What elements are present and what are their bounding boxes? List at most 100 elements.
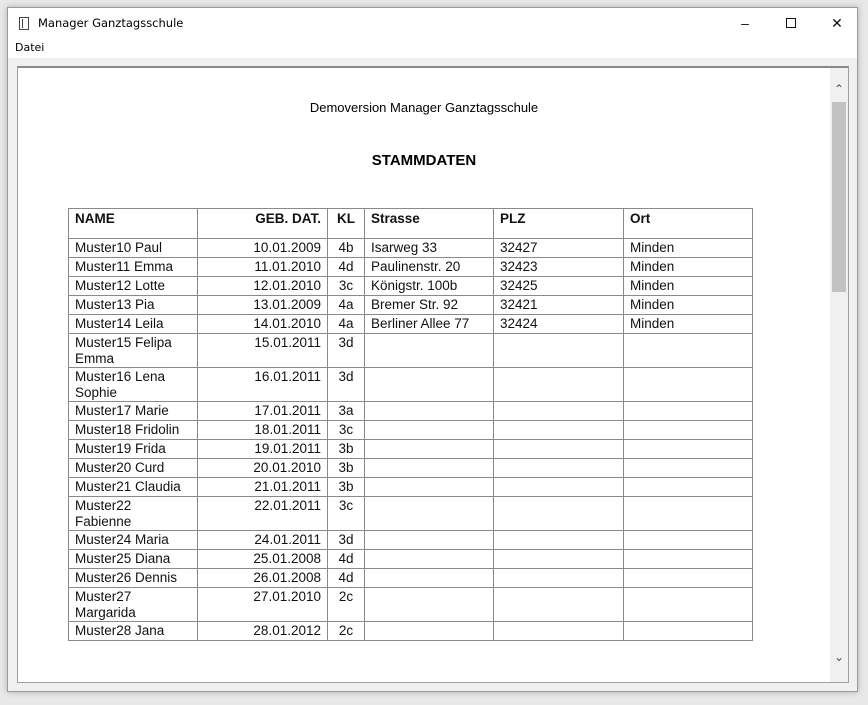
table-cell: 10.01.2009 <box>197 238 328 258</box>
table-row: Muster20 Curd 20.01.2010 3b <box>68 458 753 478</box>
table-cell: Muster22 Fabienne <box>68 496 198 531</box>
table-cell: Muster21 Claudia <box>68 477 198 497</box>
column-header: Strasse <box>364 208 494 239</box>
table-row: Muster14 Leila 14.01.2010 4a Berliner Allee… <box>68 314 753 334</box>
table-cell: Paulinenstr. 20 <box>364 257 494 277</box>
table-cell: 4d <box>327 257 365 277</box>
scroll-down-icon[interactable]: ⌄ <box>833 650 845 664</box>
table-cell <box>623 621 753 641</box>
table-cell <box>493 587 624 622</box>
table-cell <box>493 530 624 550</box>
close-button[interactable]: ✕ <box>814 8 860 38</box>
menu-bar: Datei <box>8 38 857 58</box>
table-cell: Minden <box>623 276 753 296</box>
table-cell: Muster11 Emma <box>68 257 198 277</box>
table-cell <box>364 333 494 368</box>
column-header: KL <box>327 208 365 239</box>
table-cell: 17.01.2011 <box>197 401 328 421</box>
table-cell: 13.01.2009 <box>197 295 328 315</box>
table-cell <box>623 367 753 402</box>
table-cell <box>364 477 494 497</box>
table-cell <box>493 420 624 440</box>
table-cell: 14.01.2010 <box>197 314 328 334</box>
table-cell: Muster16 Lena Sophie <box>68 367 198 402</box>
table-cell: Königstr. 100b <box>364 276 494 296</box>
table-row: Muster24 Maria 24.01.2011 3d <box>68 530 753 550</box>
table-cell <box>364 496 494 531</box>
table-cell: 19.01.2011 <box>197 439 328 459</box>
table-cell: 16.01.2011 <box>197 367 328 402</box>
table-cell <box>364 587 494 622</box>
table-cell <box>493 439 624 459</box>
table-row: Muster26 Dennis 26.01.2008 4d <box>68 568 753 588</box>
table-cell: 3c <box>327 496 365 531</box>
maximize-button[interactable] <box>768 8 814 38</box>
table-cell: 15.01.2011 <box>197 333 328 368</box>
table-cell <box>493 568 624 588</box>
table-cell: 3c <box>327 276 365 296</box>
table-cell: 11.01.2010 <box>197 257 328 277</box>
table-cell: 32425 <box>493 276 624 296</box>
window-title: Manager Ganztagsschule <box>38 16 184 30</box>
table-row: Muster27 Margarida 27.01.2010 2c <box>68 587 753 622</box>
table-cell <box>493 549 624 569</box>
table-cell <box>623 458 753 478</box>
table-cell <box>493 458 624 478</box>
close-icon: ✕ <box>831 14 843 31</box>
table-cell: 4d <box>327 549 365 569</box>
scroll-up-icon[interactable]: ⌃ <box>833 82 845 96</box>
table-cell: 28.01.2012 <box>197 621 328 641</box>
column-header: NAME <box>68 208 198 239</box>
table-cell: 4a <box>327 314 365 334</box>
document-title: STAMMDATEN <box>371 152 477 169</box>
table-cell <box>364 530 494 550</box>
table-cell <box>364 439 494 459</box>
table-cell: 3d <box>327 367 365 402</box>
table-cell <box>623 587 753 622</box>
table-cell: 3a <box>327 401 365 421</box>
table-cell: Minden <box>623 238 753 258</box>
table-cell <box>623 477 753 497</box>
table-row: Muster12 Lotte 12.01.2010 3c Königstr. 100b… <box>68 276 753 296</box>
table-cell: 3b <box>327 458 365 478</box>
table-cell <box>364 420 494 440</box>
table-cell: 22.01.2011 <box>197 496 328 531</box>
table-cell: Muster18 Fridolin <box>68 420 198 440</box>
table-cell: 4b <box>327 238 365 258</box>
table-cell: 4a <box>327 295 365 315</box>
table-cell <box>623 439 753 459</box>
table-row: Muster28 Jana 28.01.2012 2c <box>68 621 753 641</box>
table-cell <box>364 549 494 569</box>
table-cell: 3d <box>327 333 365 368</box>
table-cell: 4d <box>327 568 365 588</box>
table-cell: 25.01.2008 <box>197 549 328 569</box>
table-row: Muster21 Claudia 21.01.2011 3b <box>68 477 753 497</box>
vertical-scrollbar[interactable]: ⌃ ⌄ <box>830 68 848 682</box>
minimize-icon: – <box>741 15 749 31</box>
table-cell: 3c <box>327 420 365 440</box>
table-row: Muster25 Diana 25.01.2008 4d <box>68 549 753 569</box>
table-cell <box>623 496 753 531</box>
table-cell: Minden <box>623 295 753 315</box>
menu-datei[interactable]: Datei <box>15 41 45 54</box>
table-cell: 32423 <box>493 257 624 277</box>
table-cell: 12.01.2010 <box>197 276 328 296</box>
table-cell: Muster17 Marie <box>68 401 198 421</box>
table-cell <box>364 568 494 588</box>
scrollbar-thumb[interactable] <box>832 102 846 292</box>
document-heading: Demoversion Manager Ganztagsschule <box>309 100 539 115</box>
table-cell: Muster19 Frida <box>68 439 198 459</box>
table-cell <box>493 621 624 641</box>
minimize-button[interactable]: – <box>722 8 768 38</box>
table-cell: 2c <box>327 621 365 641</box>
table-cell: Minden <box>623 314 753 334</box>
table-cell: Muster15 Felipa Emma <box>68 333 198 368</box>
table-cell: Isarweg 33 <box>364 238 494 258</box>
table-cell <box>623 549 753 569</box>
table-row: Muster16 Lena Sophie 16.01.2011 3d <box>68 367 753 402</box>
notebook-icon <box>19 16 29 30</box>
table-cell: Muster12 Lotte <box>68 276 198 296</box>
table-cell <box>493 401 624 421</box>
table-cell: 32427 <box>493 238 624 258</box>
table-cell: Muster25 Diana <box>68 549 198 569</box>
